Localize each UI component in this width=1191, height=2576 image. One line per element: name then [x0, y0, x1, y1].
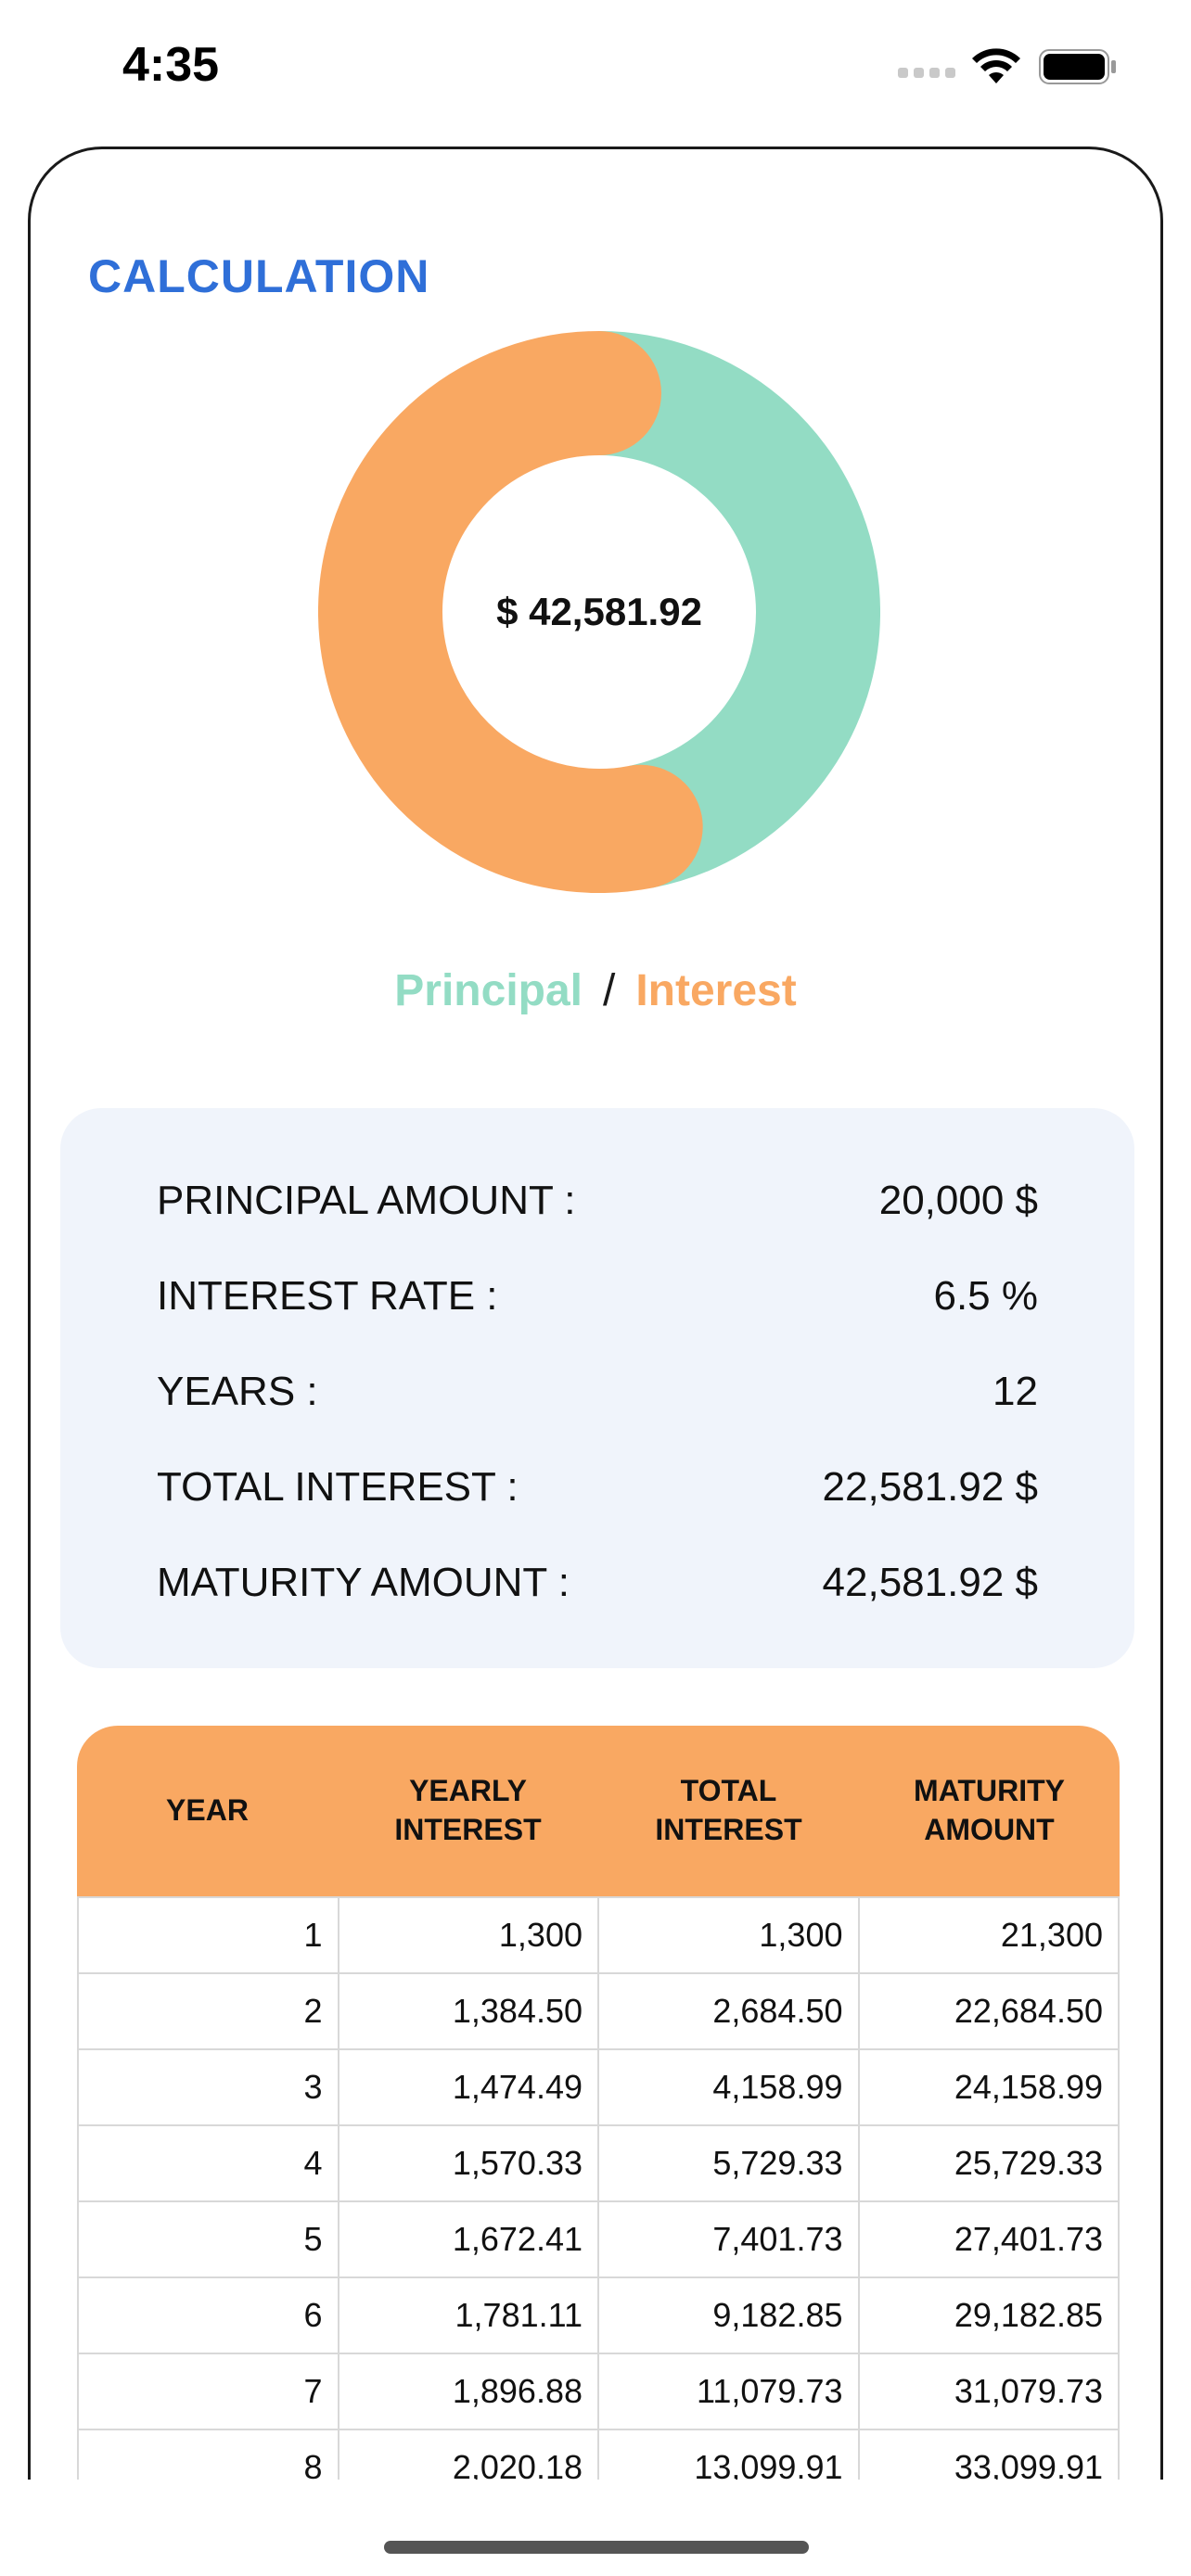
table-header-cell: MATURITY AMOUNT: [914, 1774, 1065, 1846]
table-cell: 5: [79, 2202, 339, 2276]
summary-value: 42,581.92 $: [822, 1559, 1038, 1605]
yearly-table: YEAR YEARLY INTEREST TOTAL INTEREST MATURIT…: [77, 1726, 1120, 2505]
table-cell: 1,781.11: [339, 2278, 599, 2353]
summary-row: YEARS : 12: [157, 1344, 1038, 1439]
summary-row: INTEREST RATE : 6.5 %: [157, 1248, 1038, 1344]
summary-value: 6.5 %: [933, 1272, 1038, 1319]
table-cell: 2,684.50: [599, 1974, 860, 2048]
home-indicator[interactable]: [384, 2541, 809, 2554]
summary-value: 20,000 $: [878, 1177, 1038, 1223]
table-cell: 11,079.73: [599, 2354, 860, 2429]
wifi-icon: [972, 48, 1020, 83]
chart-legend: Principal / Interest: [31, 965, 1160, 1016]
donut-chart: $ 42,581.92: [318, 331, 880, 893]
summary-value: 22,581.92 $: [822, 1463, 1038, 1510]
summary-row: MATURITY AMOUNT : 42,581.92 $: [157, 1535, 1038, 1630]
summary-row: TOTAL INTEREST : 22,581.92 $: [157, 1439, 1038, 1535]
table-row: 7 1,896.88 11,079.73 31,079.73: [79, 2353, 1118, 2429]
table-cell: 24,158.99: [954, 2068, 1103, 2106]
table-cell: 7,401.73: [599, 2202, 860, 2276]
table-row: 4 1,570.33 5,729.33 25,729.33: [79, 2124, 1118, 2200]
table-cell: 1,300: [339, 1898, 599, 1972]
signal-icon: [898, 61, 957, 82]
legend-principal: Principal: [394, 966, 583, 1015]
battery-icon: [1039, 49, 1116, 84]
table-cell: 7: [79, 2354, 339, 2429]
donut-slice-interest: [318, 331, 703, 893]
donut-slice-principal: [597, 331, 880, 888]
table-row: 6 1,781.11 9,182.85 29,182.85: [79, 2276, 1118, 2353]
summary-row: PRINCIPAL AMOUNT : 20,000 $: [157, 1153, 1038, 1248]
legend-interest: Interest: [635, 966, 797, 1015]
table-cell: 1: [79, 1898, 339, 1972]
table-body: 1 1,300 1,300 21,300 2 1,384.50 2,684.50 22,684…: [77, 1896, 1120, 2505]
table-cell: 4,158.99: [599, 2050, 860, 2124]
summary-panel: PRINCIPAL AMOUNT : 20,000 $ INTEREST RATE …: [60, 1108, 1134, 1668]
table-cell: 9,182.85: [599, 2278, 860, 2353]
table-cell: 25,729.33: [954, 2144, 1103, 2182]
calculation-card: CALCULATION $ 42,581.92 Principal / Intere…: [28, 147, 1163, 2576]
table-cell: 31,079.73: [954, 2372, 1103, 2410]
table-cell: 22,684.50: [954, 1992, 1103, 2030]
table-cell: 1,300: [599, 1898, 860, 1972]
table-cell: 29,182.85: [954, 2296, 1103, 2334]
table-cell: 1,384.50: [339, 1974, 599, 2048]
table-cell: 1,474.49: [339, 2050, 599, 2124]
table-header-cell: YEARLY INTEREST: [394, 1774, 542, 1846]
table-cell: 21,300: [1000, 1916, 1103, 1954]
table-cell: 4: [79, 2126, 339, 2200]
table-cell: 1,570.33: [339, 2126, 599, 2200]
table-row: 5 1,672.41 7,401.73 27,401.73: [79, 2200, 1118, 2276]
summary-label: TOTAL INTEREST :: [157, 1463, 519, 1510]
table-header-cell: TOTAL INTEREST: [655, 1774, 802, 1846]
table-cell: 1,896.88: [339, 2354, 599, 2429]
summary-label: YEARS :: [157, 1368, 318, 1414]
table-cell: 3: [79, 2050, 339, 2124]
table-row: 1 1,300 1,300 21,300: [79, 1896, 1118, 1972]
summary-label: PRINCIPAL AMOUNT :: [157, 1177, 576, 1223]
table-row: 3 1,474.49 4,158.99 24,158.99: [79, 2048, 1118, 2124]
table-cell: 8: [79, 2430, 339, 2505]
table-header-cell: YEAR: [166, 1793, 249, 1828]
table-cell: 6: [79, 2278, 339, 2353]
bottom-area: [0, 2480, 1191, 2576]
status-time: 4:35: [122, 38, 220, 92]
summary-label: MATURITY AMOUNT :: [157, 1559, 570, 1605]
donut-center-label: $ 42,581.92: [496, 590, 702, 633]
summary-label: INTEREST RATE :: [157, 1272, 498, 1319]
legend-separator: /: [603, 966, 616, 1015]
donut-svg: [318, 331, 880, 893]
table-cell: 1,672.41: [339, 2202, 599, 2276]
status-bar: 4:35: [0, 0, 1191, 139]
table-row: 2 1,384.50 2,684.50 22,684.50: [79, 1972, 1118, 2048]
summary-value: 12: [992, 1368, 1038, 1414]
table-cell: 5,729.33: [599, 2126, 860, 2200]
section-title: CALCULATION: [88, 250, 430, 302]
table-header: YEAR YEARLY INTEREST TOTAL INTEREST MATURIT…: [77, 1726, 1120, 1896]
table-cell: 27,401.73: [954, 2220, 1103, 2258]
table-cell: 2: [79, 1974, 339, 2048]
